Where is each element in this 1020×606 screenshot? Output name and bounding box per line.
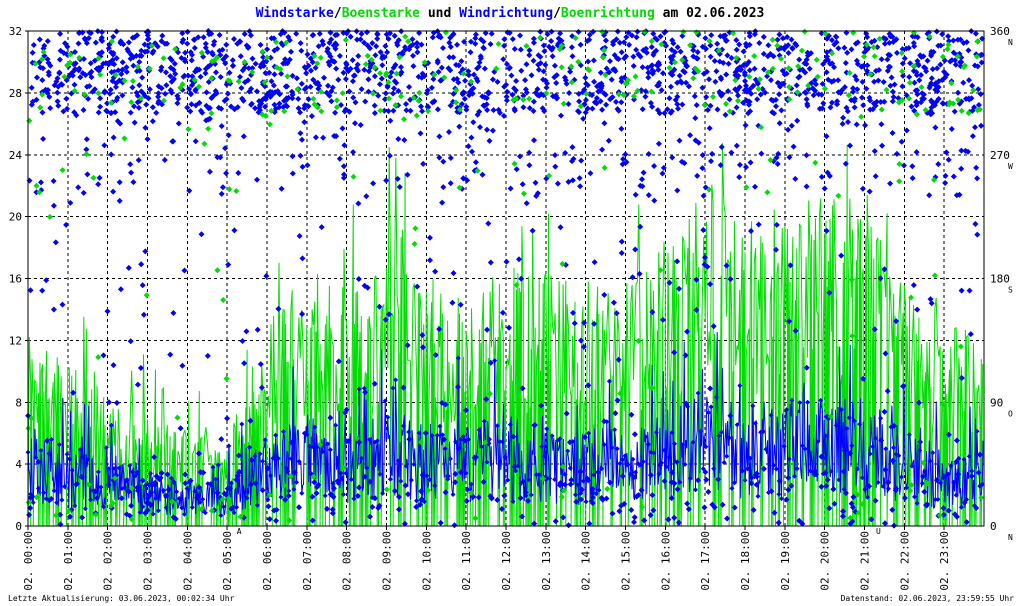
x-tick-14: 02. 14:00 bbox=[580, 531, 593, 591]
y-left-tick-6: 24 bbox=[9, 149, 23, 162]
x-tick-6: 02. 06:00 bbox=[261, 531, 274, 591]
y-left-tick-1: 4 bbox=[15, 458, 22, 471]
title-part-5: / bbox=[553, 6, 561, 21]
title-part-3: und bbox=[420, 6, 459, 21]
x-tick-20: 02. 20:00 bbox=[819, 531, 832, 591]
x-tick-11: 02. 11:00 bbox=[460, 531, 473, 591]
wind-series bbox=[25, 332, 985, 518]
title-part-0: Windstarke bbox=[256, 6, 334, 21]
y-left-tick-4: 16 bbox=[9, 273, 22, 286]
y-right-tick-2: 180 bbox=[990, 273, 1010, 286]
x-tick-23: 02. 23:00 bbox=[938, 531, 951, 591]
x-tick-7: 02. 07:00 bbox=[301, 531, 314, 591]
x-tick-18: 02. 18:00 bbox=[739, 531, 752, 591]
x-tick-17: 02. 17:00 bbox=[699, 531, 712, 591]
x-tick-21: 02. 21:00 bbox=[859, 531, 872, 591]
y-left-tick-8: 32 bbox=[9, 25, 22, 38]
chart-title: Windstarke/Boenstarke und Windrichtung/B… bbox=[256, 6, 765, 21]
x-tick-1: 02. 01:00 bbox=[62, 531, 75, 591]
gust-line bbox=[27, 143, 984, 527]
y-right-direction-1: O bbox=[1008, 409, 1013, 418]
y-left-tick-2: 8 bbox=[15, 396, 22, 409]
x-tick-19: 02. 19:00 bbox=[779, 531, 792, 591]
footer-data-status: Datenstand: 02.06.2023, 23:59:55 Uhr bbox=[841, 594, 1015, 603]
x-tick-3: 02. 03:00 bbox=[142, 531, 155, 591]
y-right-tick-4: 360 bbox=[990, 25, 1010, 38]
x-tick-5: 02. 05:00 bbox=[221, 531, 234, 591]
y-right-tick-0: 0 bbox=[990, 520, 997, 533]
y-left-tick-7: 28 bbox=[9, 87, 22, 100]
y-left-tick-3: 12 bbox=[9, 334, 22, 347]
title-part-6: Boenrichtung bbox=[561, 6, 655, 21]
x-tick-22: 02. 22:00 bbox=[898, 531, 911, 591]
x-tick-16: 02. 16:00 bbox=[659, 531, 672, 591]
x-tick-15: 02. 15:00 bbox=[620, 531, 633, 591]
title-part-7: am 02.06.2023 bbox=[655, 6, 765, 21]
x-tick-4: 02. 04:00 bbox=[181, 531, 194, 591]
y-left-tick-0: 0 bbox=[15, 520, 22, 533]
y-right-direction-0: N bbox=[1008, 533, 1013, 542]
y-right-tick-3: 270 bbox=[990, 149, 1010, 162]
title-part-1: / bbox=[334, 6, 342, 21]
gust-series bbox=[27, 143, 984, 527]
y-right-direction-2: S bbox=[1008, 286, 1013, 295]
footer-last-update: Letzte Aktualisierung: 03.06.2023, 00:02… bbox=[8, 594, 235, 603]
x-tick-2: 02. 02:00 bbox=[102, 531, 115, 591]
x-marker-0: A bbox=[237, 527, 242, 536]
x-marker-1: U bbox=[876, 527, 881, 536]
y-left-tick-5: 20 bbox=[9, 211, 22, 224]
x-tick-13: 02. 13:00 bbox=[540, 531, 553, 591]
title-part-4: Windrichtung bbox=[459, 6, 553, 21]
x-tick-10: 02. 10:00 bbox=[420, 531, 433, 591]
y-right-direction-4: N bbox=[1008, 38, 1013, 47]
y-right-tick-1: 90 bbox=[990, 396, 1003, 409]
x-tick-12: 02. 12:00 bbox=[500, 531, 513, 591]
title-part-2: Boenstarke bbox=[342, 6, 420, 21]
x-tick-9: 02. 09:00 bbox=[381, 531, 394, 591]
x-tick-8: 02. 08:00 bbox=[341, 531, 354, 591]
x-tick-0: 02. 00:00 bbox=[22, 531, 35, 591]
y-right-direction-3: W bbox=[1008, 162, 1013, 171]
